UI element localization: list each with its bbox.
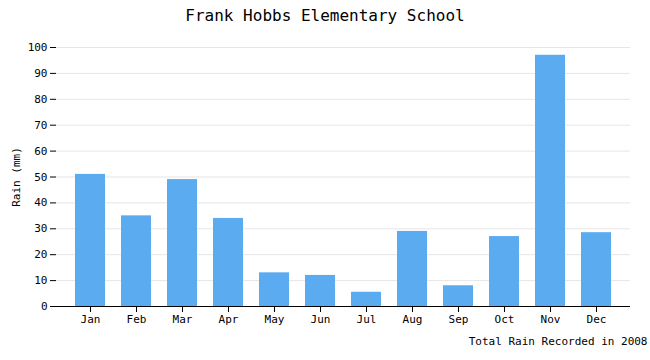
svg-text:40: 40: [34, 196, 47, 209]
svg-text:Oct: Oct: [495, 313, 515, 326]
svg-text:0: 0: [41, 300, 48, 313]
svg-text:Mar: Mar: [173, 313, 193, 326]
svg-text:Nov: Nov: [541, 313, 561, 326]
svg-text:60: 60: [34, 145, 47, 158]
html-text:Frank Hobbs Elementary School: Frank Hobbs Elementary School: [185, 6, 465, 25]
svg-text:100: 100: [28, 41, 48, 54]
svg-text:Sep: Sep: [449, 313, 469, 326]
svg-text:50: 50: [34, 171, 47, 184]
svg-text:Apr: Apr: [219, 313, 239, 326]
svg-text:10: 10: [34, 274, 47, 287]
svg-text:Total Rain Recorded in 2008: Total Rain Recorded in 2008: [469, 335, 648, 348]
svg-text:Dec: Dec: [587, 313, 607, 326]
svg-text:Aug: Aug: [403, 313, 423, 326]
svg-text:Feb: Feb: [127, 313, 147, 326]
svg-text:30: 30: [34, 222, 47, 235]
svg-text:May: May: [265, 313, 285, 326]
svg-text:80: 80: [34, 93, 47, 106]
svg-text:20: 20: [34, 248, 47, 261]
svg-text:90: 90: [34, 67, 47, 80]
svg-text:70: 70: [34, 119, 47, 132]
svg-text:Jun: Jun: [311, 313, 331, 326]
svg-text:Jul: Jul: [357, 313, 377, 326]
svg-text:Jan: Jan: [81, 313, 101, 326]
svg-text:Rain (mm): Rain (mm): [10, 147, 23, 207]
